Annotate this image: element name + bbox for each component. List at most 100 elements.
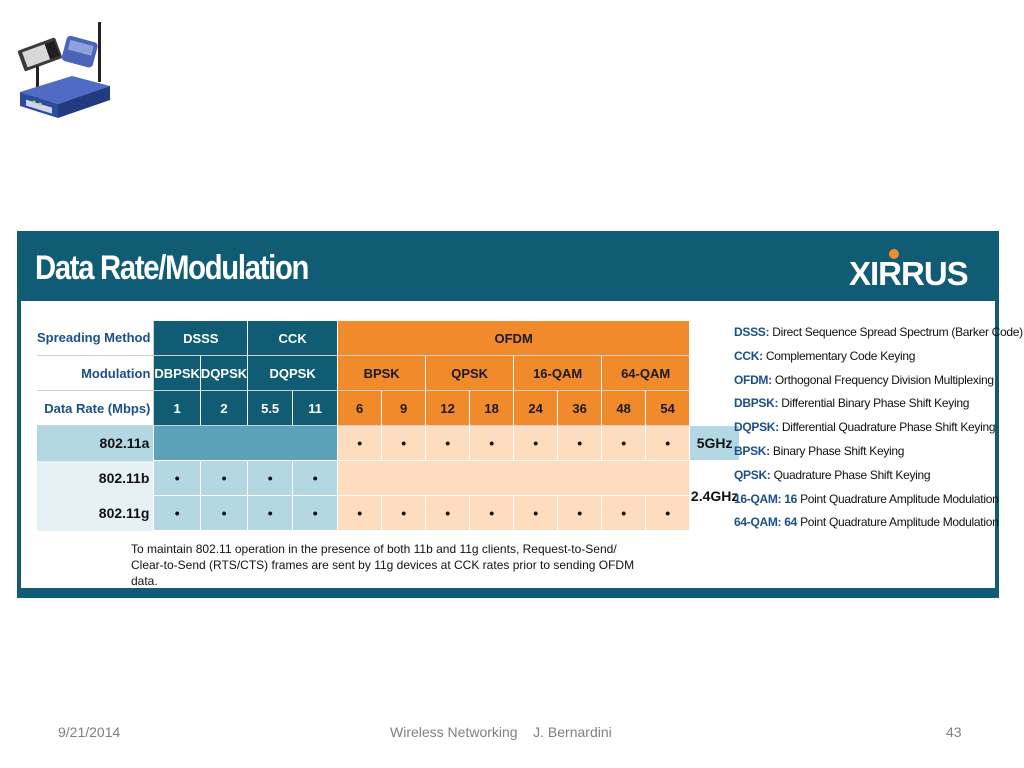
support-dot: • xyxy=(199,495,249,531)
legend-abbr: OFDM: xyxy=(734,372,772,387)
legend-text: Differential Quadrature Phase Shift Keyi… xyxy=(781,420,996,435)
qam64-header: 64-QAM xyxy=(601,355,691,391)
legend-text: Complementary Code Keying xyxy=(765,348,916,363)
support-dot: • xyxy=(469,495,515,531)
legend-text: Quadrature Phase Shift Keying xyxy=(773,467,931,482)
support-dot: • xyxy=(513,425,559,461)
rate-cell: 1 xyxy=(153,390,201,426)
ofdm-header: OFDM xyxy=(337,320,691,356)
legend-abbr: DSSS: xyxy=(734,325,770,339)
legend-abbr: BPSK: xyxy=(734,443,770,458)
support-dot: • xyxy=(601,495,647,531)
modulation-row: Modulation DBPSK DQPSK DQPSK BPSK QPSK 1… xyxy=(37,355,740,391)
legend-item: BPSK: Binary Phase Shift Keying xyxy=(734,440,994,464)
support-dot: • xyxy=(199,460,249,496)
support-dot: • xyxy=(513,495,559,531)
modulation-label: Modulation xyxy=(37,355,155,391)
footer-course-author: Wireless Networking J. Bernardini xyxy=(390,724,612,740)
cck-dqpsk-header: DQPSK xyxy=(247,355,339,391)
band-2-4ghz: 2.4GHz xyxy=(689,460,741,531)
legend-abbr: QPSK: xyxy=(734,467,771,482)
panel-body: Spreading Method DSSS CCK OFDM Modulatio… xyxy=(21,301,1023,589)
support-dot: • xyxy=(645,425,691,461)
standard-label-802-11b: 802.11b xyxy=(37,460,154,496)
rate-cell: 9 xyxy=(381,390,427,426)
legend-text: Point Quadrature Amplitude Modulation xyxy=(800,515,999,530)
qpsk-header: QPSK xyxy=(425,355,515,391)
spreading-method-row: Spreading Method DSSS CCK OFDM xyxy=(37,320,740,356)
legend-text: Binary Phase Shift Keying xyxy=(772,443,905,458)
legend-text: Point Quadrature Amplitude Modulation xyxy=(800,491,999,506)
footer-page-number: 43 xyxy=(946,724,962,740)
legend-text: Direct Sequence Spread Spectrum (Barker … xyxy=(772,325,1023,339)
empty-cell xyxy=(689,355,740,391)
support-dot: • xyxy=(153,495,201,531)
cck-header: CCK xyxy=(247,320,339,356)
legend-abbr: CCK: xyxy=(734,348,763,363)
support-dot: • xyxy=(292,495,339,531)
dqpsk-header: DQPSK xyxy=(199,355,249,391)
row-802-11a: 802.11a • • • • • • • • 5GHz xyxy=(37,425,741,461)
rate-cell: 24 xyxy=(513,390,559,426)
legend-abbr: DQPSK: xyxy=(734,420,779,435)
legend-item: OFDM: Orthogonal Frequency Division Mult… xyxy=(734,369,994,393)
row-802-11b: 802.11b • • • • 2.4GHz xyxy=(37,460,741,531)
abbreviation-legend: DSSS: Direct Sequence Spread Spectrum (B… xyxy=(734,321,1023,535)
band-5ghz: 5GHz xyxy=(689,425,741,461)
support-dot: • xyxy=(247,460,294,496)
rate-cell: 6 xyxy=(337,390,383,426)
legend-item: CCK: Complementary Code Keying xyxy=(734,345,994,369)
support-dot: • xyxy=(337,495,383,531)
legend-abbr: DBPSK: xyxy=(734,396,779,411)
legend-item: DSSS: Direct Sequence Spread Spectrum (B… xyxy=(734,321,1023,345)
row-802-11g: 802.11g • • • • • • • • • • • • xyxy=(37,495,740,531)
support-dot: • xyxy=(337,425,383,461)
rate-cell: 36 xyxy=(557,390,603,426)
data-rate-row: Data Rate (Mbps) 1 2 5.5 11 6 9 12 18 24… xyxy=(37,390,740,426)
rate-cell: 48 xyxy=(601,390,647,426)
rate-cell: 18 xyxy=(469,390,515,426)
modulation-table: Spreading Method DSSS CCK OFDM Modulatio… xyxy=(37,320,741,531)
standard-label-802-11g: 802.11g xyxy=(37,495,154,531)
legend-text: Differential Binary Phase Shift Keying xyxy=(781,396,970,411)
data-rate-modulation-panel: Data Rate/Modulation XIRRUS Spreading Me… xyxy=(17,231,1023,598)
legend-text: Orthogonal Frequency Division Multiplexi… xyxy=(774,372,994,387)
support-dot: • xyxy=(469,425,515,461)
dsss-cck-unsupported-cell xyxy=(153,425,339,461)
rate-cell: 12 xyxy=(425,390,471,426)
support-dot: • xyxy=(247,495,294,531)
legend-abbr: 64-QAM: 64 xyxy=(734,515,798,530)
note-line-1: To maintain 802.11 operation in the pres… xyxy=(131,542,617,556)
standard-label-802-11a: 802.11a xyxy=(37,425,154,461)
legend-item: 16-QAM: 16 Point Quadrature Amplitude Mo… xyxy=(734,488,999,512)
panel-title: Data Rate/Modulation xyxy=(35,249,309,287)
logo-text: XIRRUS xyxy=(849,255,969,292)
logo-dot xyxy=(889,249,899,259)
support-dot: • xyxy=(557,495,603,531)
rate-cell: 11 xyxy=(292,390,339,426)
rate-cell: 5.5 xyxy=(247,390,294,426)
support-dot: • xyxy=(601,425,647,461)
rate-cell: 54 xyxy=(645,390,691,426)
legend-item: 64-QAM: 64 Point Quadrature Amplitude Mo… xyxy=(734,511,999,535)
legend-abbr: 16-QAM: 16 xyxy=(734,491,798,506)
legend-item: DBPSK: Differential Binary Phase Shift K… xyxy=(734,392,994,416)
support-dot: • xyxy=(645,495,691,531)
legend-item: QPSK: Quadrature Phase Shift Keying xyxy=(734,464,994,488)
bpsk-header: BPSK xyxy=(337,355,427,391)
empty-cell xyxy=(689,390,740,426)
note-line-2: Clear-to-Send (RTS/CTS) frames are sent … xyxy=(131,558,635,588)
support-dot: • xyxy=(557,425,603,461)
dsss-header: DSSS xyxy=(153,320,249,356)
support-dot: • xyxy=(153,460,201,496)
support-dot: • xyxy=(292,460,339,496)
rate-cell: 2 xyxy=(199,390,249,426)
footer-date: 9/21/2014 xyxy=(58,724,121,740)
support-dot: • xyxy=(381,425,427,461)
wireless-router-and-cards-icon xyxy=(17,22,110,118)
data-rate-label: Data Rate (Mbps) xyxy=(37,390,155,426)
empty-cell xyxy=(689,320,740,356)
xirrus-logo: XIRRUS xyxy=(849,245,969,292)
rts-cts-note: To maintain 802.11 operation in the pres… xyxy=(131,541,651,589)
ofdm-unsupported-cell xyxy=(337,460,691,496)
